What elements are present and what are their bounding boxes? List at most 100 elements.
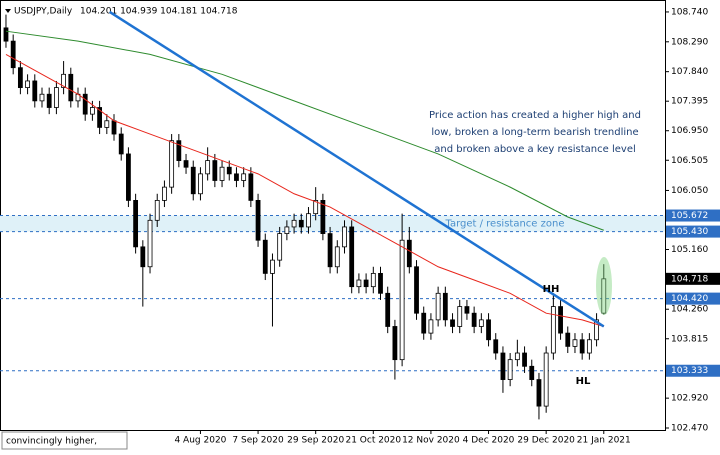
candle-body xyxy=(543,352,549,407)
candle-body xyxy=(241,173,247,181)
candle-body xyxy=(53,87,59,108)
candle-body xyxy=(342,226,347,248)
resistance-zone xyxy=(0,215,665,232)
candle-body xyxy=(399,239,405,361)
candle-body xyxy=(17,67,23,88)
candle-body xyxy=(46,93,52,108)
candle-body xyxy=(601,278,607,314)
candle-body xyxy=(363,279,369,288)
x-tick-label: 29 Dec 2020 xyxy=(517,436,575,446)
candle-body xyxy=(558,306,563,334)
candle-body xyxy=(118,133,124,155)
candle-body xyxy=(10,40,16,69)
input-text: convincingly higher, xyxy=(6,437,97,447)
candle-body xyxy=(277,233,283,261)
candle-body xyxy=(550,306,556,354)
y-tick-label: 106.050 xyxy=(671,186,708,196)
candle-body xyxy=(507,359,513,380)
candle-body xyxy=(471,312,477,327)
annotation: and broken above a key resistance level xyxy=(434,144,636,155)
y-tick-label: 106.950 xyxy=(671,126,708,136)
candle-body xyxy=(126,153,131,201)
last-price-label: 104.718 xyxy=(671,274,708,284)
candle-body xyxy=(356,279,362,288)
candle-body xyxy=(313,200,319,215)
y-tick-label: 108.740 xyxy=(671,7,708,17)
candle-body xyxy=(82,93,88,115)
hh-label: HH xyxy=(543,284,560,295)
candle-body xyxy=(234,173,239,181)
candle-body xyxy=(68,73,74,102)
candle-body xyxy=(392,326,398,361)
y-tick-label: 107.395 xyxy=(671,97,708,107)
candle-body xyxy=(262,239,268,274)
quote: 104.201 104.939 104.181 104.718 xyxy=(80,7,238,17)
candle-body xyxy=(579,339,585,354)
candle-body xyxy=(154,200,160,221)
candle-body xyxy=(349,226,355,288)
candle-body xyxy=(169,140,175,188)
candle-body xyxy=(162,186,167,201)
candle-body xyxy=(536,379,542,407)
candle-body xyxy=(255,200,261,241)
annotation: low, broken a long-term bearish trendlin… xyxy=(431,127,638,138)
x-tick-label: 21 Oct 2020 xyxy=(345,436,401,446)
candle-body xyxy=(334,246,340,268)
input-box[interactable] xyxy=(1,431,128,450)
candle-body xyxy=(248,173,254,201)
hl-label: HL xyxy=(576,376,591,387)
candle-body xyxy=(111,120,117,135)
candle-body xyxy=(284,226,290,234)
candle-body xyxy=(565,332,571,347)
candle-body xyxy=(572,339,578,347)
line xyxy=(5,53,604,327)
candle-body xyxy=(586,339,592,354)
candle-body xyxy=(104,120,110,128)
candle-body xyxy=(464,306,470,314)
candle-body xyxy=(133,200,139,248)
candle-body xyxy=(291,219,297,228)
candle-body xyxy=(442,292,448,321)
candle-body xyxy=(320,200,326,234)
candle-body xyxy=(414,266,419,314)
level-label: 104.420 xyxy=(671,294,708,304)
candle-body xyxy=(61,73,66,88)
candle-body xyxy=(500,352,506,380)
y-tick-label: 102.920 xyxy=(671,394,708,404)
line xyxy=(109,10,605,328)
candle-body xyxy=(594,319,599,341)
candle-body xyxy=(298,219,304,228)
zone-label: Target / resistance zone xyxy=(445,219,565,230)
candle-body xyxy=(514,352,520,361)
candle-body xyxy=(219,166,225,181)
candle-body xyxy=(90,107,95,115)
y-tick-label: 106.505 xyxy=(671,156,708,166)
candle-body xyxy=(176,140,182,161)
level-label: 103.333 xyxy=(671,366,708,376)
candle-body xyxy=(435,292,441,321)
y-tick-label: 104.260 xyxy=(671,305,708,315)
candle-body xyxy=(529,365,535,380)
candle-body xyxy=(190,166,196,195)
candle-body xyxy=(205,160,211,175)
menu-triangle[interactable] xyxy=(5,9,11,13)
line xyxy=(5,30,604,231)
x-tick-label: 7 Sep 2020 xyxy=(232,436,284,446)
candle-body xyxy=(486,319,491,341)
candle-body xyxy=(226,166,232,175)
candle-body xyxy=(3,27,9,42)
candle-body xyxy=(183,160,189,168)
candle-body xyxy=(421,312,427,334)
level-label: 105.672 xyxy=(671,211,708,221)
level-tag xyxy=(666,292,720,305)
y-tick-label: 108.290 xyxy=(671,37,708,47)
candle-body xyxy=(493,339,499,354)
x-tick-label: 21 Jan 2021 xyxy=(577,436,631,446)
candle-body xyxy=(457,306,463,327)
candle-body xyxy=(522,352,527,367)
y-tick-label: 102.470 xyxy=(671,424,708,434)
level-tag xyxy=(666,225,720,238)
candle-body xyxy=(370,272,376,288)
level-label: 105.430 xyxy=(671,227,708,237)
